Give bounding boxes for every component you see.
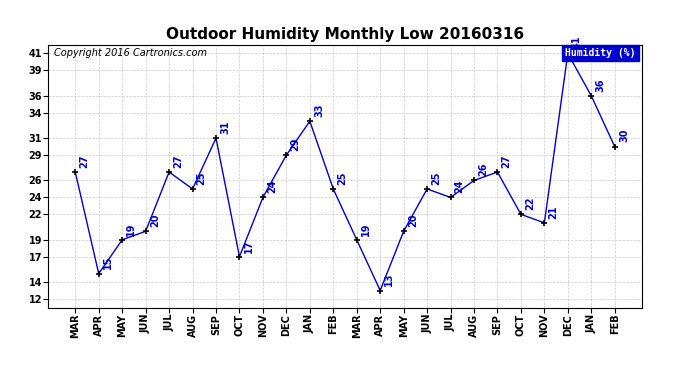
Text: 19: 19: [361, 222, 371, 236]
Text: 25: 25: [197, 171, 207, 185]
Text: 31: 31: [220, 120, 230, 134]
Text: 13: 13: [384, 273, 395, 286]
Text: 27: 27: [173, 154, 184, 168]
Text: 24: 24: [267, 180, 277, 193]
Text: Copyright 2016 Cartronics.com: Copyright 2016 Cartronics.com: [55, 48, 207, 58]
Text: 20: 20: [408, 214, 418, 227]
Text: 30: 30: [619, 129, 629, 142]
Text: 19: 19: [126, 222, 137, 236]
Text: 27: 27: [502, 154, 511, 168]
Text: 33: 33: [314, 104, 324, 117]
Text: 26: 26: [478, 163, 488, 176]
Text: 25: 25: [337, 171, 348, 185]
Title: Outdoor Humidity Monthly Low 20160316: Outdoor Humidity Monthly Low 20160316: [166, 27, 524, 42]
Text: 29: 29: [290, 137, 301, 151]
Text: 27: 27: [79, 154, 90, 168]
Text: 22: 22: [525, 197, 535, 210]
Text: 41: 41: [572, 36, 582, 49]
Text: 21: 21: [549, 205, 558, 219]
Text: 20: 20: [150, 214, 160, 227]
Text: 17: 17: [244, 239, 254, 252]
Text: 24: 24: [455, 180, 464, 193]
Text: 25: 25: [431, 171, 442, 185]
Text: Humidity (%): Humidity (%): [565, 48, 635, 58]
Text: 36: 36: [595, 78, 605, 92]
Text: 15: 15: [103, 256, 113, 270]
